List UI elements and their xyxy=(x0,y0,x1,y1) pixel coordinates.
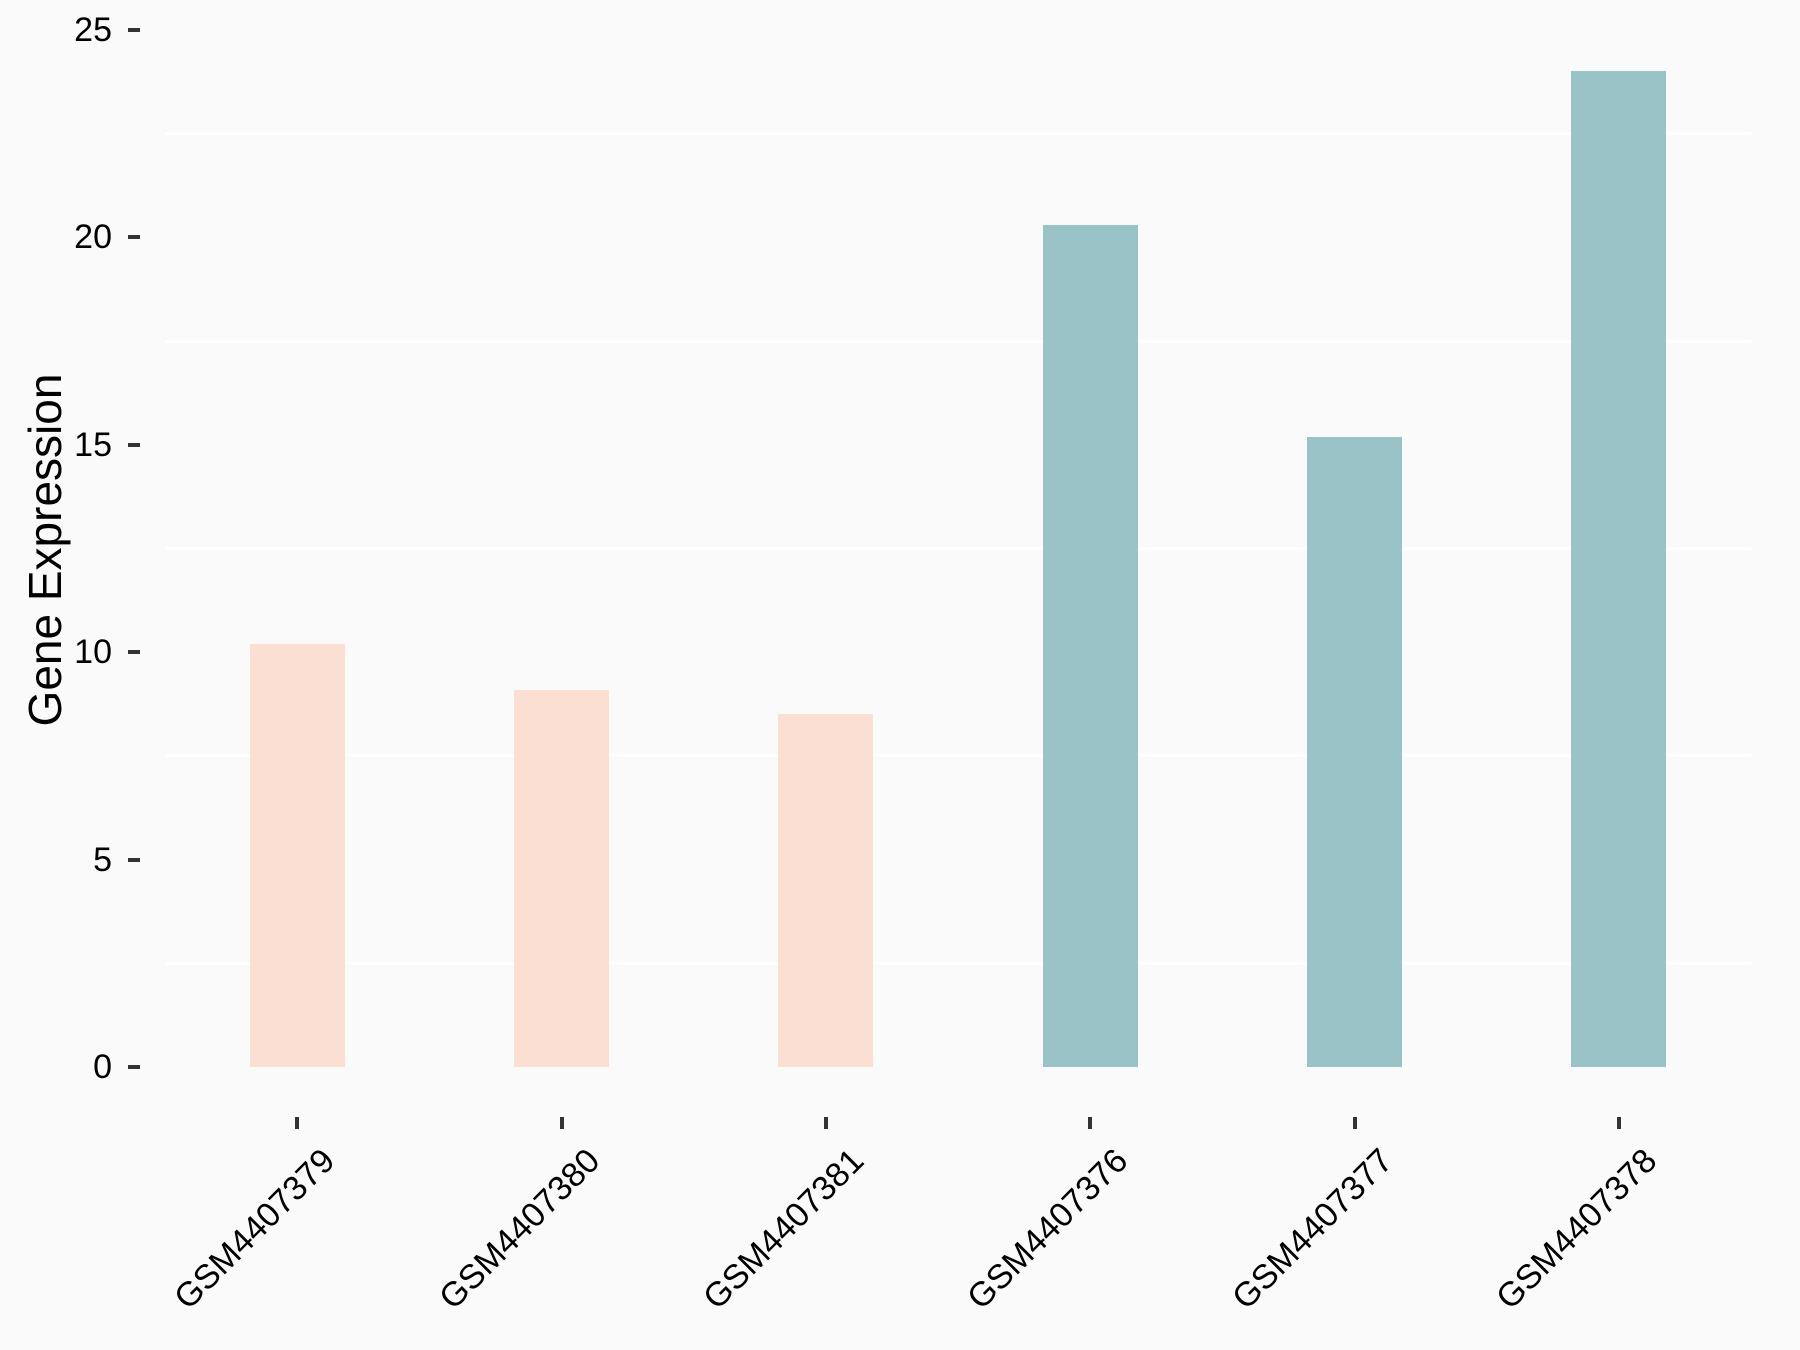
y-tick xyxy=(128,1065,140,1069)
minor-gridline xyxy=(165,339,1751,343)
x-tick xyxy=(1088,1117,1093,1129)
y-tick xyxy=(128,28,140,32)
y-tick-label: 10 xyxy=(74,633,112,672)
bar-GSM4407381 xyxy=(778,714,874,1067)
x-tick xyxy=(559,1117,564,1129)
minor-gridline xyxy=(165,132,1751,136)
bar-GSM4407380 xyxy=(514,689,609,1067)
x-tick-label: GSM4407378 xyxy=(1489,1141,1665,1317)
x-tick xyxy=(1352,1117,1357,1129)
x-tick-label: GSM4407377 xyxy=(1224,1141,1400,1317)
x-tick-label: GSM4407376 xyxy=(960,1141,1136,1317)
x-tick xyxy=(1616,1117,1621,1129)
x-tick xyxy=(295,1117,300,1129)
x-tick-label: GSM4407381 xyxy=(696,1141,872,1317)
x-tick-label: GSM4407380 xyxy=(431,1141,607,1317)
y-tick-label: 0 xyxy=(93,1048,112,1086)
bar-GSM4407379 xyxy=(249,643,345,1067)
bar-GSM4407376 xyxy=(1042,224,1138,1067)
y-tick xyxy=(128,650,140,655)
y-tick-label: 25 xyxy=(74,11,112,49)
minor-gridline xyxy=(165,961,1751,965)
y-axis-title: Gene Expression xyxy=(19,373,71,727)
y-tick-label: 15 xyxy=(74,425,112,464)
bar-GSM4407377 xyxy=(1307,436,1402,1067)
y-tick-label: 20 xyxy=(74,218,112,257)
y-tick xyxy=(128,857,140,862)
x-tick-label: GSM4407379 xyxy=(167,1141,343,1317)
y-tick xyxy=(128,442,140,447)
minor-gridline xyxy=(165,547,1751,550)
y-tick xyxy=(128,235,140,240)
bar-GSM4407378 xyxy=(1571,71,1667,1067)
x-tick xyxy=(823,1117,828,1129)
y-tick-label: 5 xyxy=(93,840,112,879)
minor-gridline xyxy=(165,754,1751,758)
